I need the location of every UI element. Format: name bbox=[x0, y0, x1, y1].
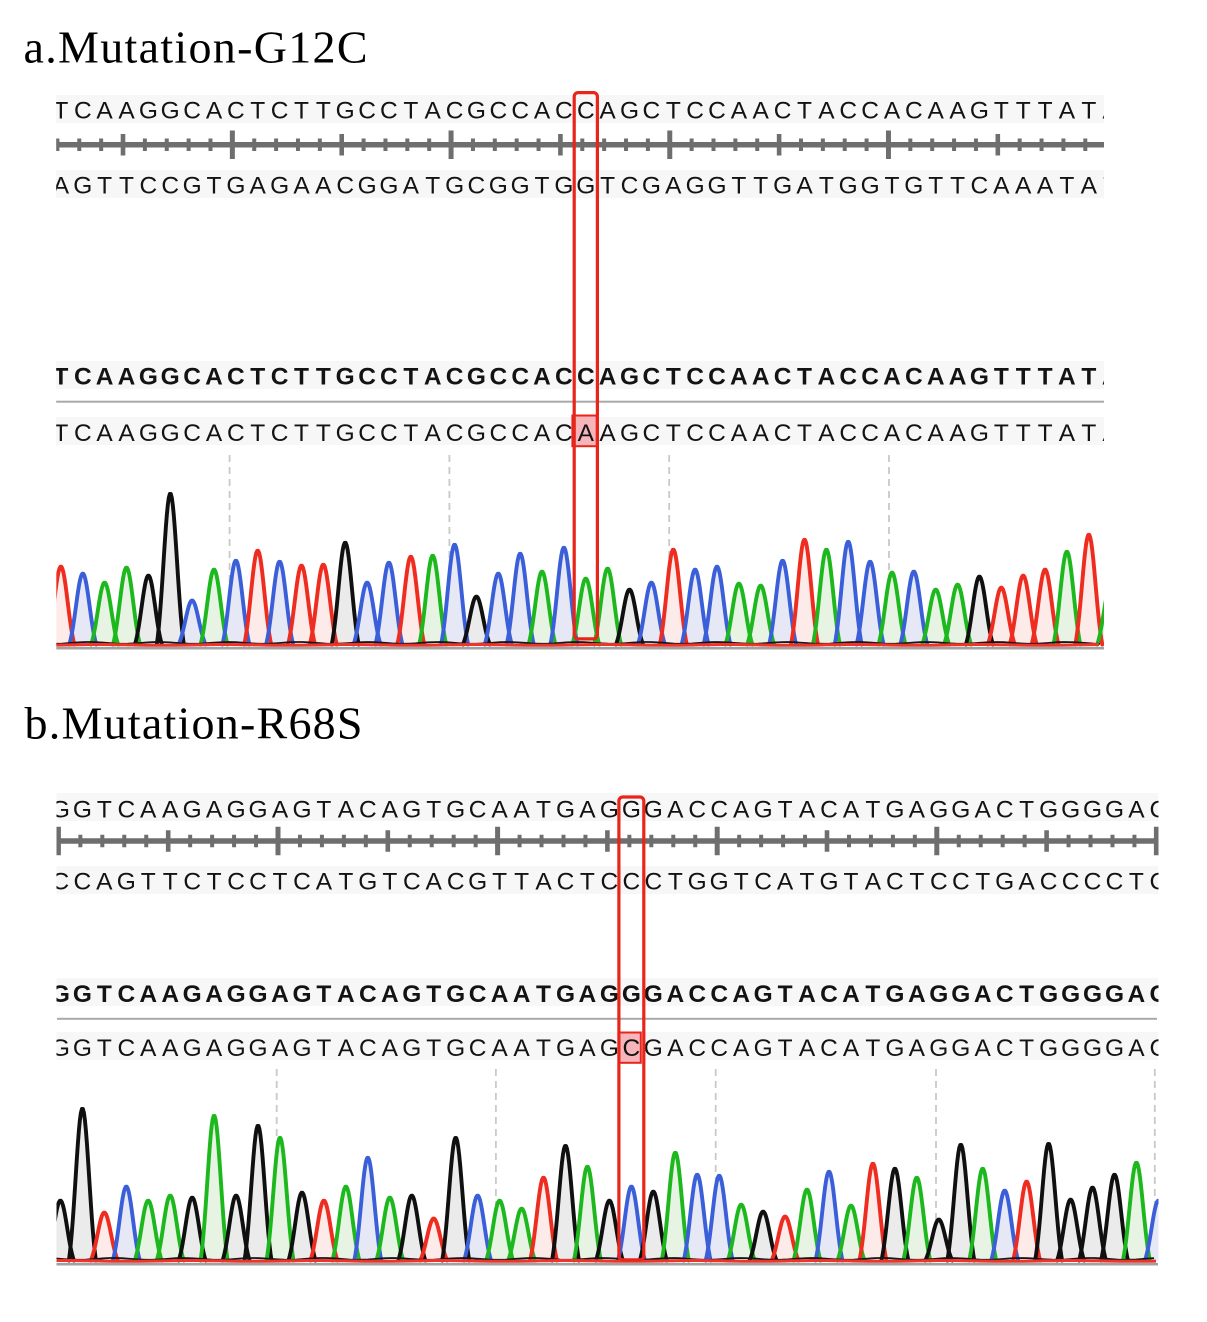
svg-text:TCAAGGCACTCTTGCCTACGCCACCAGCTC: TCAAGGCACTCTTGCCTACGCCACCAGCTCCAACTACCAC… bbox=[53, 363, 1119, 390]
svg-text:GGTCAAGAGGAGTACAGTGCAATGAGCGAC: GGTCAAGAGGAGTACAGTGCAATGAGCGACCAGTACATGA… bbox=[51, 1035, 1167, 1062]
svg-text:TCAAGGCACTCTTGCCTACGCCACAAGCTC: TCAAGGCACTCTTGCCTACGCCACAAGCTCCAACTACCAC… bbox=[53, 420, 1119, 447]
svg-text:GGTCAAGAGGAGTACAGTGCAATGAGGGAC: GGTCAAGAGGAGTACAGTGCAATGAGGGACCAGTACATGA… bbox=[51, 796, 1167, 823]
svg-text:TCAAGGCACTCTTGCCTACGCCACCAGCTC: TCAAGGCACTCTTGCCTACGCCACCAGCTCCAACTACCAC… bbox=[53, 98, 1119, 125]
svg-text:AGTTCCGTGAGAACGGATGCGGTGGTCGAG: AGTTCCGTGAGAACGGATGCGGTGGTCGAGGTTGATGGTG… bbox=[53, 173, 1118, 200]
svg-text:b.Mutation-R68S: b.Mutation-R68S bbox=[25, 698, 363, 749]
svg-text:a.Mutation-G12C: a.Mutation-G12C bbox=[24, 22, 368, 73]
svg-text:CCAGTTCTCCTCATGTCACGTTACTCCCTG: CCAGTTCTCCTCATGTCACGTTACTCCCTGGTCATGTACT… bbox=[52, 869, 1168, 896]
svg-text:GGTCAAGAGGAGTACAGTGCAATGAGGGAC: GGTCAAGAGGAGTACAGTGCAATGAGGGACCAGTACATGA… bbox=[51, 981, 1168, 1008]
